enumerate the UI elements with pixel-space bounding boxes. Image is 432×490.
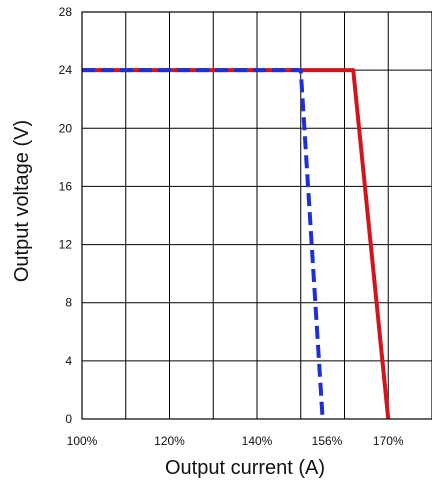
y-axis-label: Output voltage (V) [11, 120, 33, 282]
x-tick-label: 140% [242, 434, 273, 448]
x-tick-label: 170% [373, 434, 404, 448]
y-tick-label: 12 [59, 238, 73, 252]
x-axis-label: Output current (A) [165, 457, 325, 479]
x-tick-labels: 100% 120% 140% 156% 170% [67, 434, 404, 448]
dashed-blue-series-line [82, 68, 325, 420]
x-tick-label: 120% [154, 434, 185, 448]
plot-frame [81, 11, 432, 420]
y-tick-label: 0 [65, 412, 72, 426]
y-tick-labels: 0 4 8 12 16 20 24 28 [59, 5, 73, 426]
solid-red-series-line [82, 68, 391, 420]
y-tick-label: 16 [59, 179, 73, 193]
x-tick-label: 156% [312, 434, 343, 448]
y-tick-label: 4 [65, 354, 72, 368]
series-layer [82, 68, 391, 420]
y-tick-label: 20 [59, 121, 73, 135]
y-tick-label: 8 [65, 296, 72, 310]
x-tick-label: 100% [67, 434, 98, 448]
y-tick-label: 24 [59, 63, 73, 77]
y-tick-label: 28 [59, 5, 73, 19]
